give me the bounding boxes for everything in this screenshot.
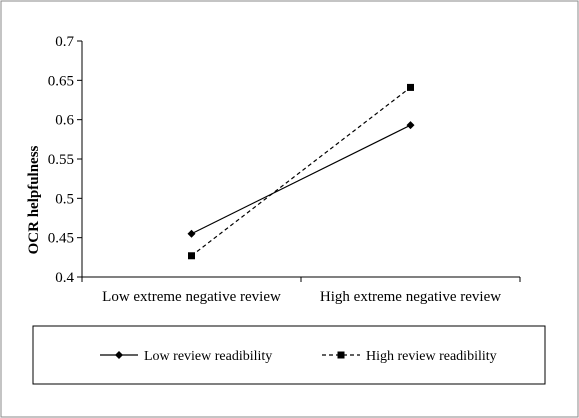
y-tick-label: 0.5 xyxy=(55,191,74,207)
y-tick-label: 0.55 xyxy=(48,152,74,168)
legend-marker-2 xyxy=(337,351,345,359)
y-axis-title: OCR helpfulness xyxy=(26,145,42,254)
legend: Low review readibility High review readib… xyxy=(100,349,497,364)
series-1-point xyxy=(406,121,415,130)
legend-marker-1 xyxy=(115,351,123,359)
series-layer xyxy=(187,83,415,260)
y-tick-label: 0.7 xyxy=(55,34,74,50)
legend-label-2: High review readibility xyxy=(366,349,497,364)
x-axis-ticks: Low extreme negative review High extreme … xyxy=(81,277,521,305)
y-tick-label: 0.65 xyxy=(48,73,74,89)
y-tick-label: 0.45 xyxy=(48,231,74,247)
series-1-point xyxy=(187,229,196,238)
series-2-point xyxy=(407,83,414,91)
y-axis-ticks: 0.4 0.45 0.5 0.55 0.6 0.65 0.7 xyxy=(48,34,82,286)
y-tick-label: 0.6 xyxy=(55,113,74,129)
y-tick-label: 0.4 xyxy=(55,270,74,286)
series-2-point xyxy=(188,252,195,260)
x-category-label: High extreme negative review xyxy=(320,289,501,305)
series-line-1 xyxy=(191,124,411,235)
legend-label-1: Low review readibility xyxy=(144,349,272,364)
x-category-label: Low extreme negative review xyxy=(102,289,281,305)
